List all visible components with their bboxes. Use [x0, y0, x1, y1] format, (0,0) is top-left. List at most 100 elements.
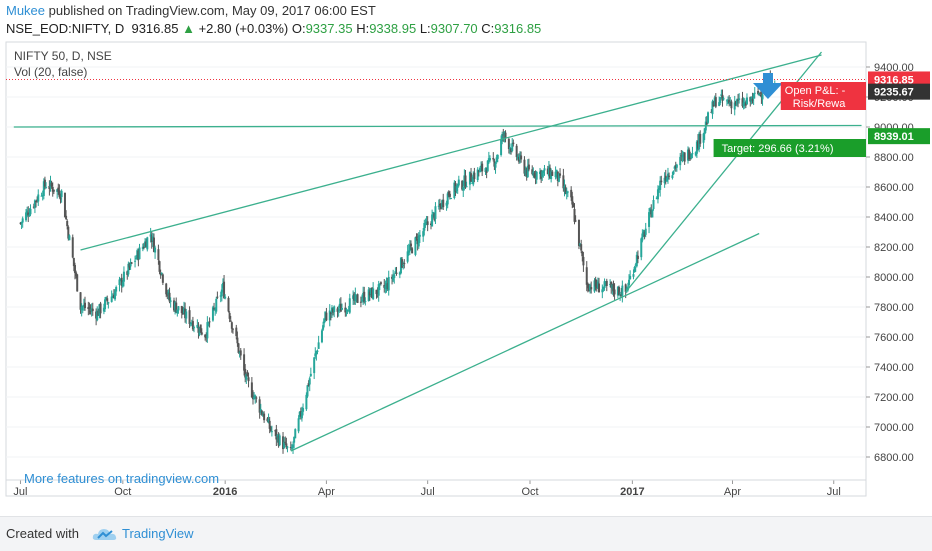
candle-body	[338, 303, 341, 308]
candle-body	[356, 294, 359, 303]
candle-body	[219, 295, 222, 297]
candle-body	[276, 435, 279, 438]
candle-body	[394, 271, 397, 274]
candle-body	[348, 298, 351, 313]
candle-body	[385, 282, 388, 288]
watermark-link[interactable]: More features on tradingview.com	[24, 471, 219, 486]
candle-body	[176, 309, 179, 314]
candle-body	[244, 368, 247, 378]
trendline-1[interactable]	[80, 54, 822, 251]
target-box[interactable]	[713, 139, 866, 157]
candle-body	[200, 332, 203, 335]
candle-body	[205, 337, 208, 339]
candle-body	[690, 153, 693, 159]
candle-body	[387, 276, 390, 291]
candle-body	[574, 220, 577, 222]
candle-body	[214, 309, 217, 311]
candlestick-chart[interactable]: 6800.00 7000.00 7200.00 7400.00 7600.00 7800.…	[0, 40, 932, 516]
candle-body	[247, 377, 250, 382]
chart-title: NIFTY 50, D, NSE	[14, 49, 112, 63]
candle-body	[274, 430, 277, 432]
candle-body	[487, 158, 490, 162]
candle-body	[523, 159, 526, 174]
candle-body	[377, 284, 380, 296]
candle-body	[426, 221, 429, 225]
candle-body	[526, 165, 529, 177]
candle-body	[571, 196, 574, 205]
candle-body	[582, 256, 585, 266]
candle-body	[408, 244, 411, 252]
candle-body	[368, 291, 371, 296]
candle-body	[629, 275, 632, 280]
candle-body	[293, 436, 296, 443]
candle-body	[58, 190, 61, 197]
candle-body	[533, 173, 536, 177]
candle-body	[399, 257, 402, 274]
open-pnl-box[interactable]	[780, 82, 866, 110]
candle-body	[168, 292, 171, 302]
candle-body	[354, 294, 357, 302]
candle-body	[743, 101, 746, 104]
candle-body	[211, 307, 214, 321]
candle-body	[705, 122, 708, 125]
candle-body	[106, 298, 109, 302]
candle-body	[345, 309, 348, 311]
candle-body	[111, 295, 114, 298]
candle-body	[688, 149, 691, 160]
publisher-name[interactable]: Mukee	[6, 3, 46, 18]
candle-body	[300, 411, 303, 419]
candle-body	[96, 310, 99, 321]
candle-body	[503, 132, 506, 136]
candle-body	[532, 171, 535, 176]
candle-body	[207, 322, 210, 325]
volume-indicator-label: Vol (20, false)	[14, 65, 87, 79]
candle-body	[180, 305, 183, 314]
candle-body	[99, 303, 102, 314]
candle-body	[671, 175, 674, 179]
high-label: H:	[356, 21, 370, 36]
candle-body	[88, 306, 91, 309]
tradingview-brand-link[interactable]: TradingView	[122, 526, 194, 541]
change-up-arrow-icon: ▲	[182, 21, 195, 36]
candle-body	[369, 288, 372, 294]
trendline-2[interactable]	[290, 232, 760, 452]
candle-body	[465, 186, 468, 188]
candle-body	[402, 265, 405, 267]
candle-body	[227, 297, 230, 312]
candle-body	[395, 272, 398, 274]
candle-body	[581, 251, 584, 257]
candle-body	[185, 311, 188, 319]
candle-body	[562, 175, 565, 189]
candle-body	[32, 206, 35, 208]
candle-body	[621, 285, 624, 296]
candle-body	[712, 101, 715, 107]
candle-body	[184, 308, 187, 319]
risk-reward-text: Risk/Rewa	[793, 98, 846, 110]
candle-body	[221, 282, 224, 289]
candle-body	[313, 357, 316, 374]
candle-body	[231, 328, 234, 330]
chart-area[interactable]: 6800.00 7000.00 7200.00 7400.00 7600.00 7800.…	[0, 40, 932, 524]
short-entry-arrow-icon[interactable]	[752, 73, 783, 99]
candle-body	[126, 271, 129, 275]
candle-body	[546, 168, 549, 175]
trendline-4[interactable]	[13, 124, 862, 128]
candle-body	[136, 250, 139, 259]
candle-body	[456, 183, 459, 188]
candle-body	[142, 246, 145, 248]
candle-body	[229, 320, 232, 322]
candle-body	[263, 413, 266, 421]
candle-body	[495, 157, 498, 163]
candle-body	[119, 278, 122, 280]
candle-body	[698, 133, 701, 150]
candle-body	[601, 289, 604, 293]
candle-body	[442, 199, 445, 208]
candle-body	[563, 185, 566, 190]
candle-body	[107, 302, 110, 304]
candle-body	[414, 237, 417, 255]
candle-body	[259, 409, 262, 413]
candle-body	[89, 310, 92, 312]
candle-body	[478, 168, 481, 173]
candle-body	[261, 415, 264, 417]
open-label: O:	[291, 21, 306, 36]
